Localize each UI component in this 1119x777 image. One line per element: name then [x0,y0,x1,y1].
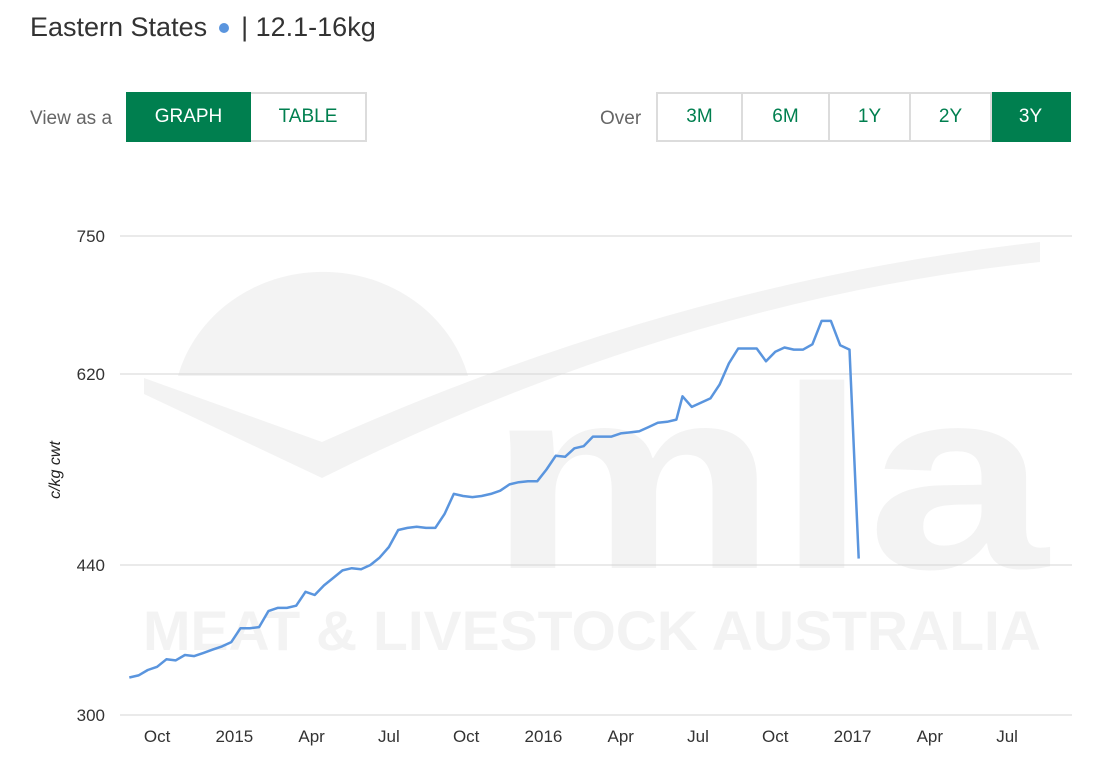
y-axis-ticks: 300 440 620 750 [77,227,105,725]
x-tick-label: Oct [762,727,789,746]
x-tick-label: 2015 [215,727,253,746]
range-6m-button[interactable]: 6M [743,92,830,142]
x-tick-label: 2016 [525,727,563,746]
x-axis-ticks: Oct 2015 Apr Jul Oct 2016 Apr Jul Oct 2017 Apr Jul [144,727,1018,746]
chart-gridlines [120,235,1072,716]
x-tick-label: Jul [687,727,709,746]
x-tick-label: Jul [996,727,1018,746]
x-tick-label: Apr [298,727,325,746]
watermark-swoosh-shape [144,242,1040,478]
x-tick-label: Jul [378,727,400,746]
range-2y-button[interactable]: 2Y [911,92,992,142]
x-tick-label: Apr [607,727,634,746]
y-axis-title: c/kg cwt [47,441,64,499]
range-3y-button[interactable]: 3Y [992,92,1071,142]
x-tick-label: 2017 [834,727,872,746]
graph-button[interactable]: GRAPH [126,92,251,142]
series-line [129,319,860,679]
series-dot-icon [219,22,230,33]
view-toggle: GRAPH TABLE [126,92,367,142]
x-tick-label: Oct [144,727,171,746]
y-tick-label: 750 [77,227,105,246]
watermark-logo-text: mla [488,334,1050,624]
x-tick-label: Apr [917,727,944,746]
x-tick-label: Oct [453,727,480,746]
watermark-brand-text: MEAT & LIVESTOCK AUSTRALIA [143,599,1041,662]
weight-range-label: | 12.1-16kg [241,12,376,42]
range-1y-button[interactable]: 1Y [830,92,911,142]
chart-series [129,319,860,679]
table-button[interactable]: TABLE [251,92,367,142]
region-label: Eastern States [30,12,208,42]
range-toggle: 3M 6M 1Y 2Y 3Y [656,92,1071,142]
watermark-dome-shape [178,271,468,376]
chart-title: Eastern States | 12.1-16kg [30,12,376,43]
range-3m-button[interactable]: 3M [656,92,743,142]
view-as-label: View as a [30,108,113,129]
y-tick-label: 440 [77,556,105,575]
y-tick-label: 300 [77,706,105,725]
y-tick-label: 620 [77,365,105,384]
over-label: Over [600,108,642,129]
